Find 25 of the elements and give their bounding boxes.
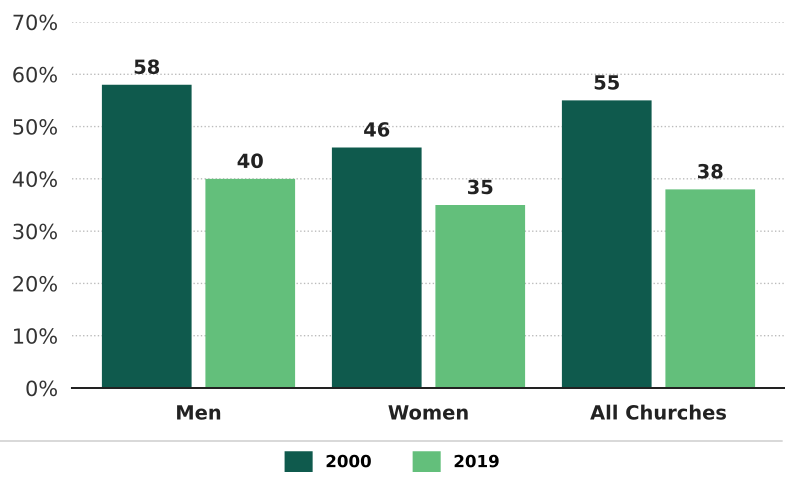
y-tick-label: 20% bbox=[13, 276, 57, 292]
legend-label: 2019 bbox=[454, 454, 499, 468]
y-tick-label: 50% bbox=[13, 119, 57, 135]
y-tick-label: 10% bbox=[14, 328, 57, 344]
bar bbox=[562, 100, 652, 388]
data-label: 46 bbox=[364, 122, 390, 137]
data-label: 58 bbox=[134, 59, 160, 74]
legend-label: 2000 bbox=[326, 454, 371, 468]
bar bbox=[205, 178, 296, 388]
x-tick-label: Men bbox=[177, 405, 220, 420]
data-label: 40 bbox=[238, 153, 263, 168]
x-tick-label: All Churches bbox=[590, 404, 726, 420]
y-tick-label: 30% bbox=[13, 224, 57, 240]
data-label: 35 bbox=[468, 180, 492, 194]
data-label: 55 bbox=[594, 75, 619, 90]
bar bbox=[665, 189, 756, 388]
y-tick-label: 40% bbox=[12, 171, 57, 188]
data-label: 38 bbox=[698, 164, 723, 179]
bar bbox=[435, 205, 526, 388]
y-tick-label: 60% bbox=[13, 66, 57, 82]
y-tick-label: 0% bbox=[26, 380, 57, 396]
x-tick-label: Women bbox=[388, 405, 468, 420]
y-tick-label: 70% bbox=[14, 14, 57, 30]
bar bbox=[332, 147, 422, 388]
bar bbox=[102, 84, 192, 388]
